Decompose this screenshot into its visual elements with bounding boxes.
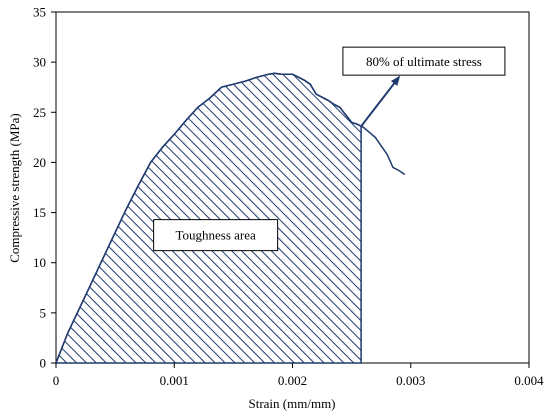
y-tick-label: 30 <box>33 55 46 70</box>
y-tick-label: 0 <box>40 356 47 371</box>
x-axis-label: Strain (mm/mm) <box>248 396 335 411</box>
stress-strain-curve <box>55 72 406 364</box>
annotations-group: 80% of ultimate stress Toughness area <box>153 46 506 252</box>
x-tick-label: 0.002 <box>278 373 307 388</box>
toughness-area <box>54 72 362 364</box>
y-tick-label: 20 <box>33 155 46 170</box>
x-tick-label: 0.003 <box>396 373 425 388</box>
y-tick-label: 10 <box>33 255 46 270</box>
toughness-area-callout-label: Toughness area <box>175 228 256 243</box>
y-tick-label: 5 <box>40 305 47 320</box>
ultimate-stress-callout-box <box>342 46 506 76</box>
x-tick-label: 0.004 <box>514 373 544 388</box>
ultimate-stress-arrow <box>360 75 401 127</box>
toughness-area-callout-box <box>153 219 279 252</box>
x-axis-ticks: 0 0.001 0.002 0.003 0.004 <box>53 363 544 388</box>
y-axis-ticks: 0 5 10 15 20 25 30 35 <box>33 5 56 371</box>
toughness-area-group <box>54 72 362 364</box>
y-tick-label: 15 <box>33 205 46 220</box>
y-tick-label: 25 <box>33 105 46 120</box>
y-axis-label: Compressive strength (MPa) <box>7 113 22 262</box>
x-tick-label: 0 <box>53 373 60 388</box>
series-group <box>55 72 406 364</box>
ultimate-stress-callout-label: 80% of ultimate stress <box>366 54 482 69</box>
x-tick-label: 0.001 <box>160 373 189 388</box>
y-tick-label: 35 <box>33 5 46 20</box>
